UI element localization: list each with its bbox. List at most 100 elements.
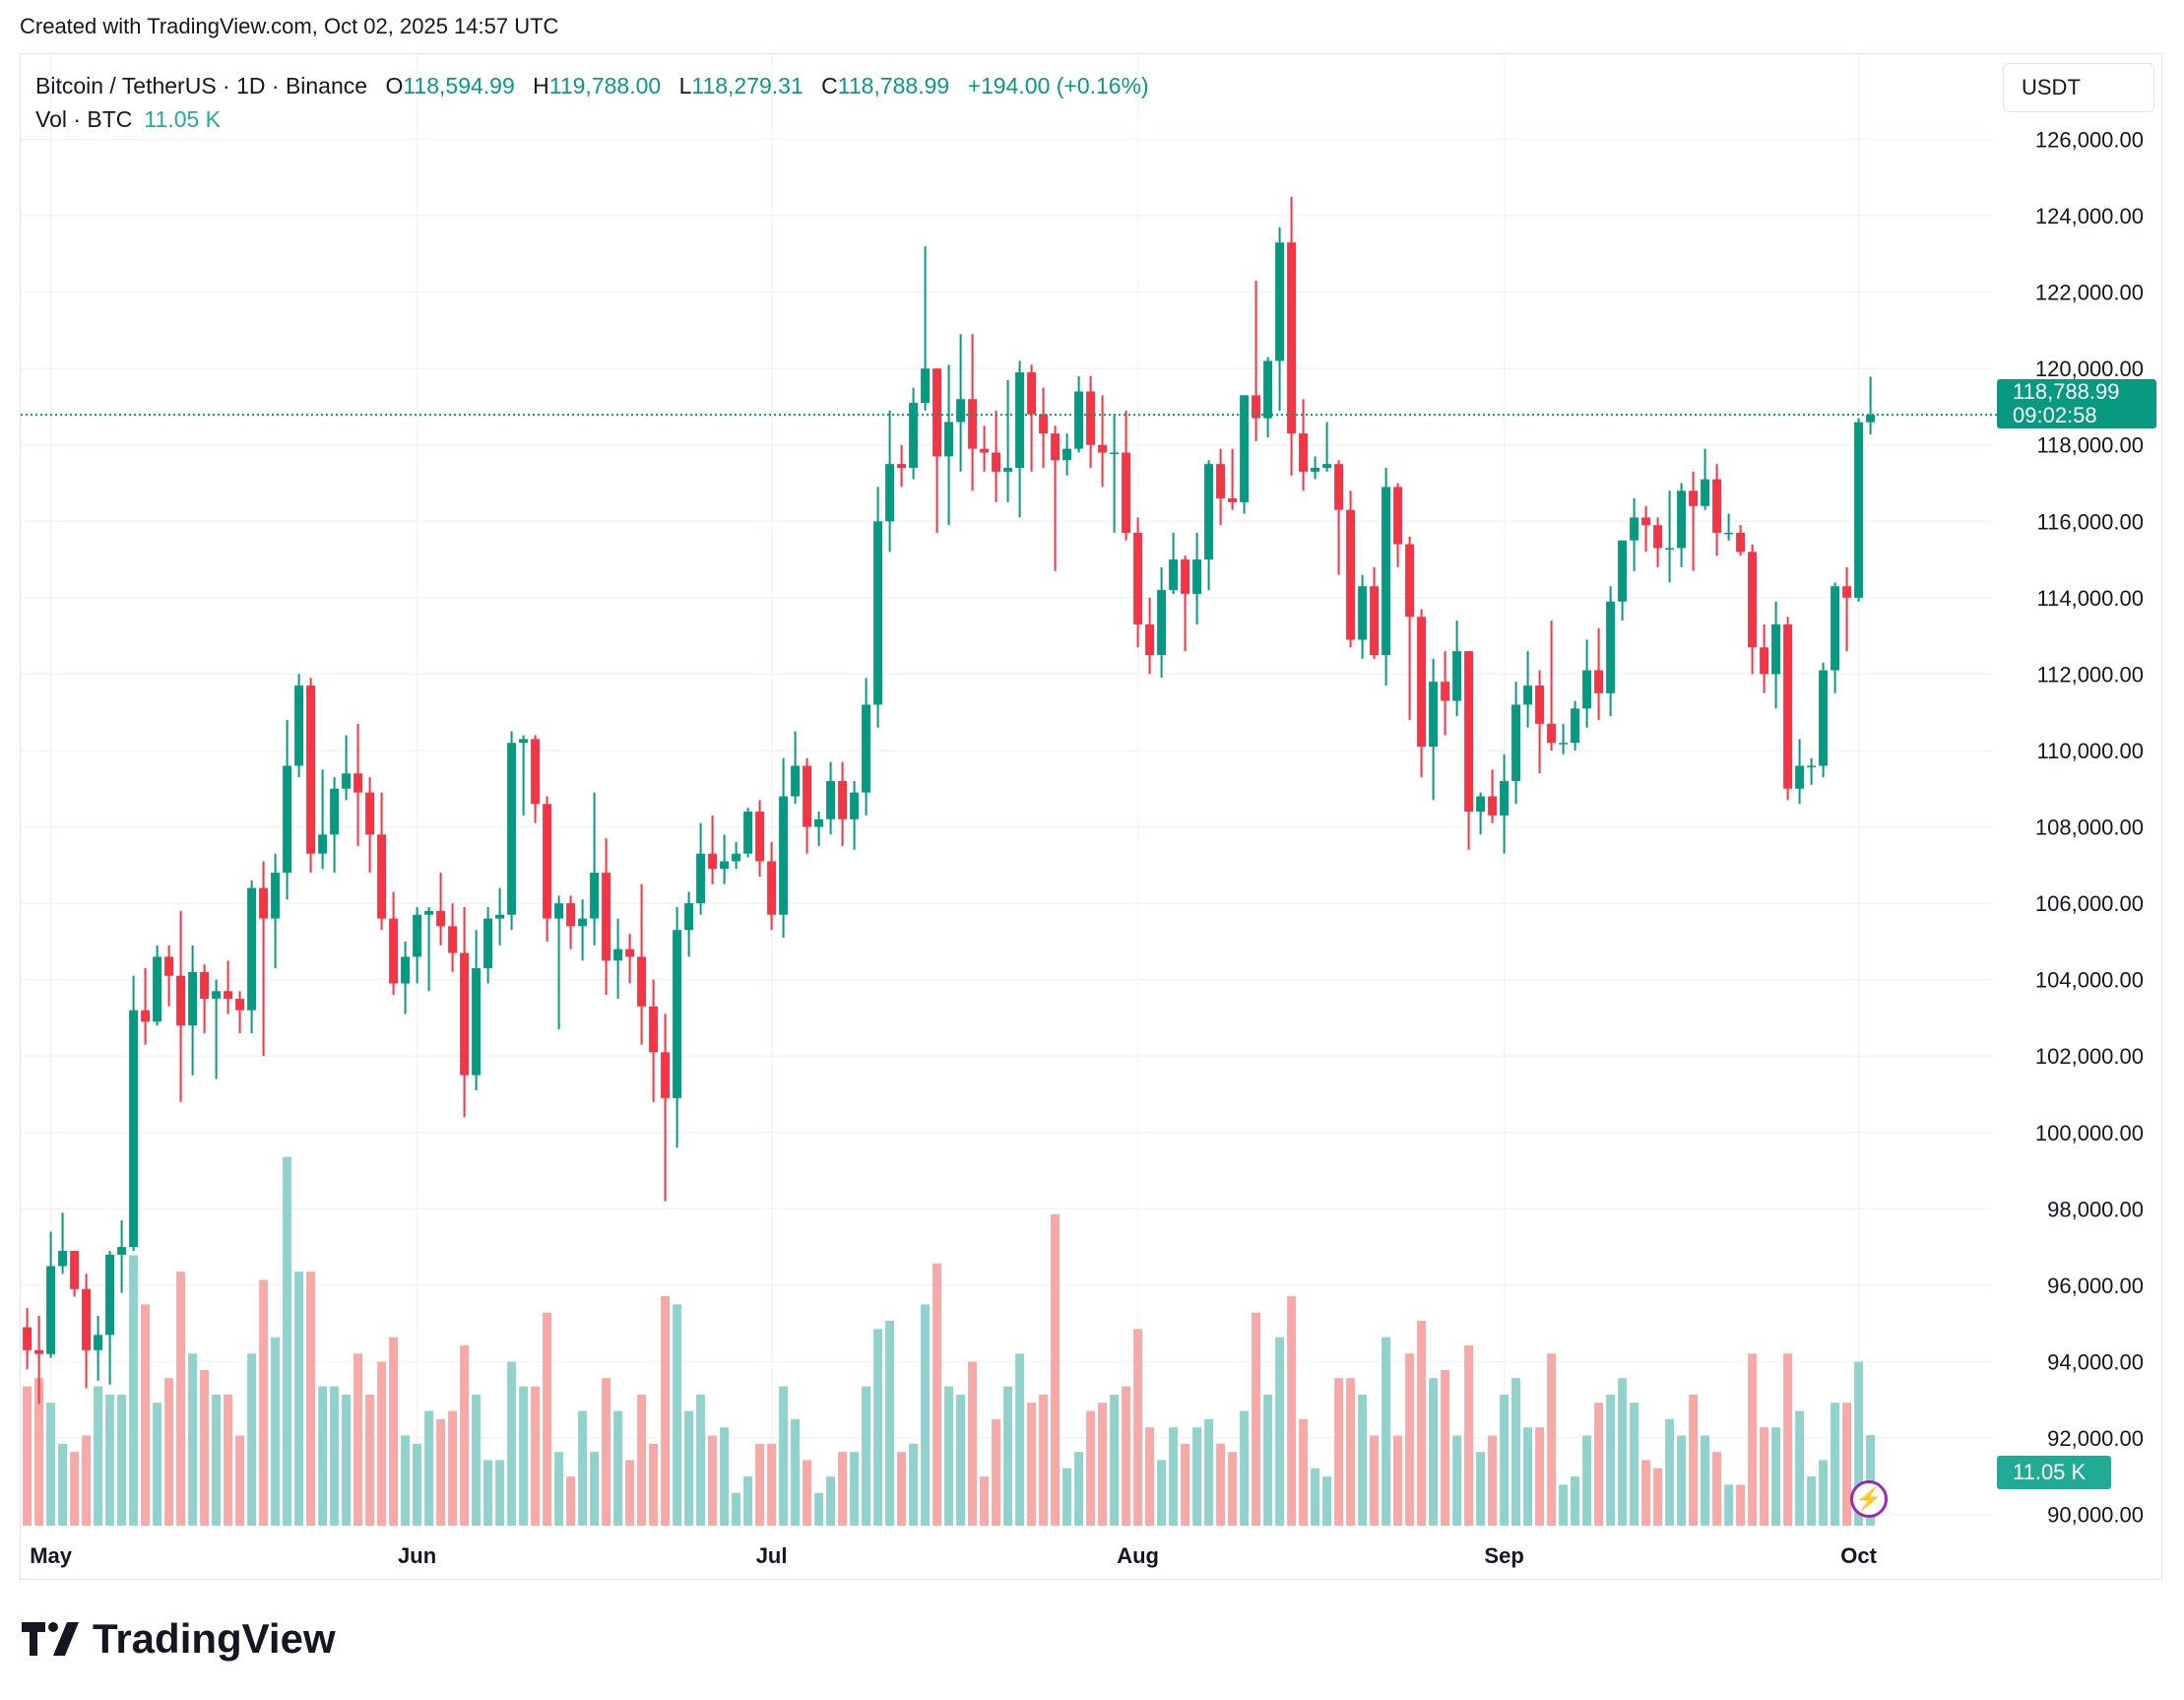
candle [968, 334, 978, 491]
candle-body [531, 739, 541, 805]
volume-bar [353, 1353, 363, 1526]
candle-body [1464, 651, 1474, 813]
volume-bar [129, 1255, 139, 1526]
candle [1381, 468, 1391, 687]
volume-bar [625, 1460, 635, 1526]
created-with-text: Created with TradingView.com, Oct 02, 20… [20, 14, 559, 38]
candle [1181, 556, 1190, 652]
candle-body [507, 743, 517, 915]
volume-bar [1122, 1386, 1131, 1526]
volume-bar [1181, 1443, 1190, 1526]
candle [117, 1219, 127, 1293]
candle [1831, 582, 1840, 693]
lightning-bolt-icon[interactable]: ⚡ [1850, 1480, 1888, 1518]
candle-body [1015, 372, 1025, 469]
symbol-title[interactable]: Bitcoin / TetherUS · 1D · Binance [35, 73, 368, 98]
candle [448, 903, 458, 972]
candle-body [1571, 708, 1580, 744]
candle-body [1441, 682, 1450, 701]
candle [661, 1013, 671, 1202]
volume-bar [826, 1476, 836, 1526]
candle [224, 960, 233, 1014]
candle-body [1500, 781, 1510, 816]
volume-bar [1358, 1394, 1368, 1526]
candle [1169, 532, 1179, 594]
candle [1287, 196, 1297, 476]
candle [1216, 448, 1226, 526]
candle [1819, 662, 1829, 778]
volume-bar [188, 1353, 198, 1526]
candle-body [673, 930, 682, 1098]
volume-bar [1771, 1427, 1781, 1526]
candle [495, 887, 505, 946]
candle [862, 678, 871, 816]
open-value: 118,594.99 [403, 73, 515, 98]
low-value: 118,279.31 [691, 73, 803, 98]
volume-bar [436, 1418, 446, 1526]
candle-body [862, 704, 871, 793]
volume-bar [235, 1435, 245, 1526]
volume-bar [649, 1443, 659, 1526]
candle [791, 731, 801, 805]
candle [1712, 464, 1722, 556]
candle-body [1003, 468, 1013, 472]
volume-bar [1571, 1476, 1580, 1526]
volume-bar [743, 1476, 753, 1526]
price-tick-label: 106,000.00 [2035, 891, 2144, 916]
candle [389, 891, 399, 996]
candle-body [1133, 532, 1143, 625]
time-tick-label: May [30, 1543, 73, 1568]
volume-bar [1606, 1394, 1616, 1526]
volume-bar [1559, 1484, 1569, 1526]
volume-bar [814, 1492, 824, 1526]
candle-body [921, 368, 931, 404]
candle-body [885, 464, 895, 522]
candle-body [129, 1010, 139, 1248]
volume-bar [1299, 1418, 1309, 1526]
volume-bar [283, 1156, 292, 1526]
candle-body [94, 1335, 103, 1350]
candle-body [82, 1288, 92, 1350]
candle [1417, 609, 1427, 778]
candle [188, 945, 198, 1076]
candle-body [1665, 548, 1675, 550]
volume-bar [318, 1386, 328, 1526]
volume-bar [1311, 1468, 1320, 1526]
candle-body [306, 686, 316, 854]
candle [1665, 490, 1675, 583]
candle-body [365, 792, 375, 835]
candle-body [1039, 414, 1049, 434]
volume-bar [661, 1296, 671, 1526]
candle-body [956, 399, 966, 423]
candle-body [1771, 624, 1781, 675]
volume-bar [791, 1418, 801, 1526]
candle-body [342, 773, 352, 789]
volume-bar [1062, 1468, 1072, 1526]
candle-body [1559, 743, 1569, 745]
volume-bar [1334, 1378, 1344, 1526]
volume-bar [543, 1312, 552, 1526]
volume-bar [1098, 1403, 1108, 1526]
volume-bar [1192, 1427, 1202, 1526]
candle-body [105, 1254, 115, 1336]
candle-body [34, 1349, 44, 1354]
price-tick-label: 114,000.00 [2037, 586, 2144, 611]
candle-body [176, 975, 186, 1026]
candle [1476, 792, 1486, 835]
volume-bar [838, 1452, 848, 1526]
candle-body [909, 403, 919, 469]
candle [164, 945, 174, 1007]
volume-bar [176, 1272, 186, 1526]
candle-body [330, 788, 340, 835]
candle [1051, 425, 1060, 571]
candle [1842, 566, 1852, 652]
candle [472, 930, 482, 1091]
candle [1263, 357, 1273, 437]
candles [23, 196, 1876, 1405]
currency-button[interactable]: USDT [2003, 63, 2154, 112]
volume-label[interactable]: Vol · BTC [35, 106, 133, 132]
volume-bar [1582, 1435, 1592, 1526]
candle [531, 735, 541, 823]
volume-bar [1322, 1476, 1332, 1526]
